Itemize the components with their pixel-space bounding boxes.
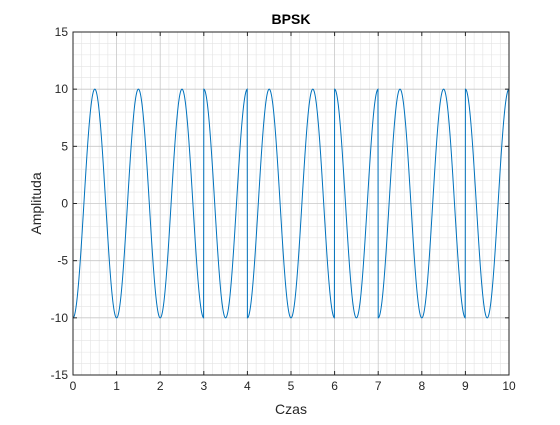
x-tick-label: 2 <box>157 379 164 393</box>
x-axis-title: Czas <box>275 401 307 417</box>
x-tick-label: 6 <box>331 379 338 393</box>
chart-title: BPSK <box>272 11 311 27</box>
ticks <box>72 31 510 376</box>
x-tick-label: 9 <box>462 379 469 393</box>
x-tick-label: 1 <box>113 379 120 393</box>
y-tick-label: 5 <box>61 139 68 153</box>
y-tick-label: 0 <box>61 197 68 211</box>
x-tick-label: 10 <box>502 379 516 393</box>
y-tick-labels: -15 -10 -5 0 5 10 15 <box>51 25 69 382</box>
series-layer <box>72 88 510 319</box>
x-tick-label: 3 <box>200 379 207 393</box>
y-axis-title: Amplituda <box>28 172 44 234</box>
x-tick-label: 5 <box>288 379 295 393</box>
y-tick-label: -15 <box>51 368 69 382</box>
x-tick-labels: 0 1 2 3 4 5 6 7 8 9 10 <box>70 379 516 393</box>
y-tick-label: -5 <box>57 254 68 268</box>
y-tick-label: 15 <box>55 25 69 39</box>
y-tick-label: -10 <box>51 311 69 325</box>
x-tick-label: 8 <box>418 379 425 393</box>
y-tick-label: 10 <box>55 82 69 96</box>
x-tick-label: 0 <box>70 379 77 393</box>
x-tick-label: 4 <box>244 379 251 393</box>
bpsk-signal-line <box>72 88 510 319</box>
x-tick-label: 7 <box>375 379 382 393</box>
